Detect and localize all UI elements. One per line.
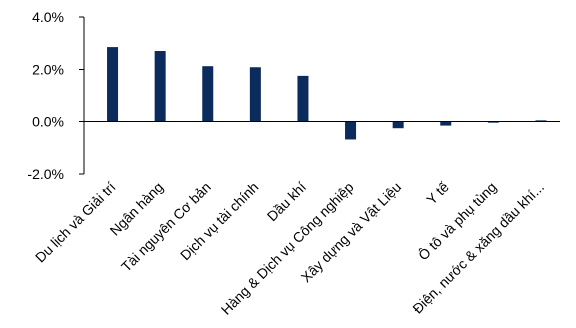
y-tick-label: 2.0% <box>32 61 64 77</box>
category-label: Dầu khí <box>264 179 310 225</box>
y-tick-label: 4.0% <box>32 9 64 25</box>
y-axis: 4.0% 2.0% 0.0% -2.0% <box>27 9 85 182</box>
bar <box>440 121 452 126</box>
bar <box>392 121 404 129</box>
category-label: Y tế <box>423 179 452 208</box>
bars <box>107 47 547 140</box>
category-label: Tài nguyên Cơ bản <box>118 179 214 275</box>
bar <box>107 47 119 122</box>
bar <box>202 66 214 122</box>
bar <box>345 121 357 140</box>
y-tick-label: 0.0% <box>32 114 64 130</box>
y-tick-label: -2.0% <box>27 166 64 182</box>
bar <box>249 67 261 122</box>
category-label: Du lịch và Giải trí <box>32 179 119 266</box>
bar <box>297 75 309 122</box>
bar <box>535 120 547 122</box>
bar <box>154 51 166 122</box>
